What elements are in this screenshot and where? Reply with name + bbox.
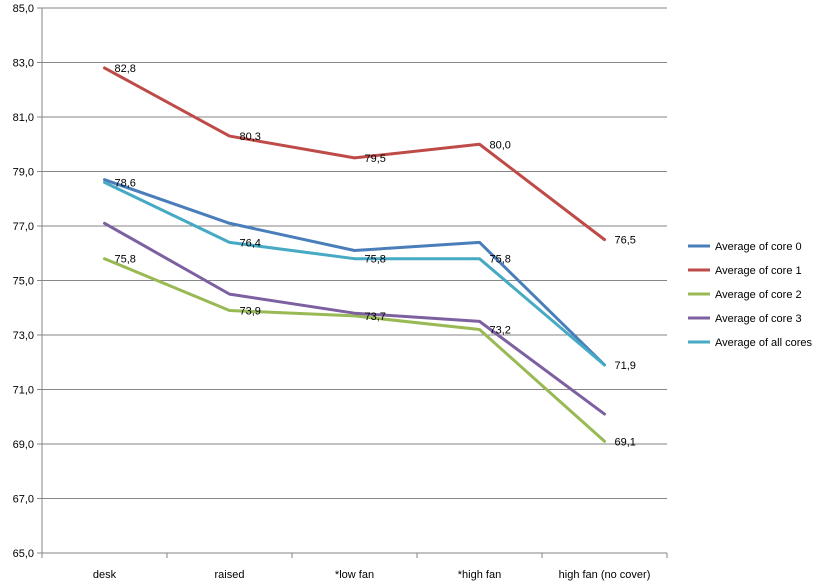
series-line-2 [103,66,606,242]
y-tick-label: 77,0 [13,221,34,233]
x-axis-ticks: desk raised *low fan *high fan high fan (no … [41,553,668,581]
y-tick-label: 71,0 [13,385,34,397]
gridlines [42,7,667,499]
data-label: 82,8 [115,63,136,75]
y-tick-label: 67,0 [13,494,34,506]
series-lines [103,66,606,443]
legend-label: Average of core 1 [715,265,802,277]
data-label: 76,4 [240,237,261,249]
x-tick-label: desk [93,569,117,581]
data-label: 78,6 [115,177,136,189]
legend-label: Average of core 3 [715,313,802,325]
x-tick-label: *high fan [458,569,501,581]
data-label: 75,8 [115,254,136,266]
y-tick-label: 81,0 [13,112,34,124]
y-tick-label: 69,0 [13,439,34,451]
data-labels: 82,8 80,3 79,5 80,0 76,5 75,8 73,9 73,7 73,2 69,1… [115,63,636,448]
legend-label: Average of all cores [715,337,813,349]
y-tick-label: 73,0 [13,330,34,342]
data-label: 73,2 [490,325,511,337]
x-tick-label: *low fan [335,569,374,581]
y-tick-label: 79,0 [13,167,34,179]
series-line-1 [103,178,606,367]
x-tick-label: raised [215,569,245,581]
data-label: 73,7 [365,311,386,323]
data-label: 80,0 [490,139,511,151]
data-label: 80,3 [240,131,261,143]
data-label: 73,9 [240,305,261,317]
data-label: 69,1 [615,436,636,448]
data-label: 76,5 [615,235,636,247]
y-tick-label: 75,0 [13,276,34,288]
data-label: 75,8 [365,254,386,266]
data-label: 75,8 [490,254,511,266]
data-label: 71,9 [615,360,636,372]
legend: Average of core 0 Average of core 1 Averag… [688,241,813,349]
data-label: 79,5 [365,153,386,165]
x-tick-label: high fan (no cover) [559,569,651,581]
y-tick-label: 85,0 [13,3,34,15]
series-line-4 [103,221,606,416]
series-line-5 [103,180,606,367]
legend-label: Average of core 2 [715,289,802,301]
series-line-3 [103,257,606,443]
y-tick-label: 83,0 [13,58,34,70]
legend-label: Average of core 0 [715,241,802,253]
y-tick-label: 65,0 [13,548,34,560]
y-axis-ticks: 65,0 67,0 69,0 71,0 73,0 75,0 77,0 79,0 81,0 83,0… [13,3,42,560]
